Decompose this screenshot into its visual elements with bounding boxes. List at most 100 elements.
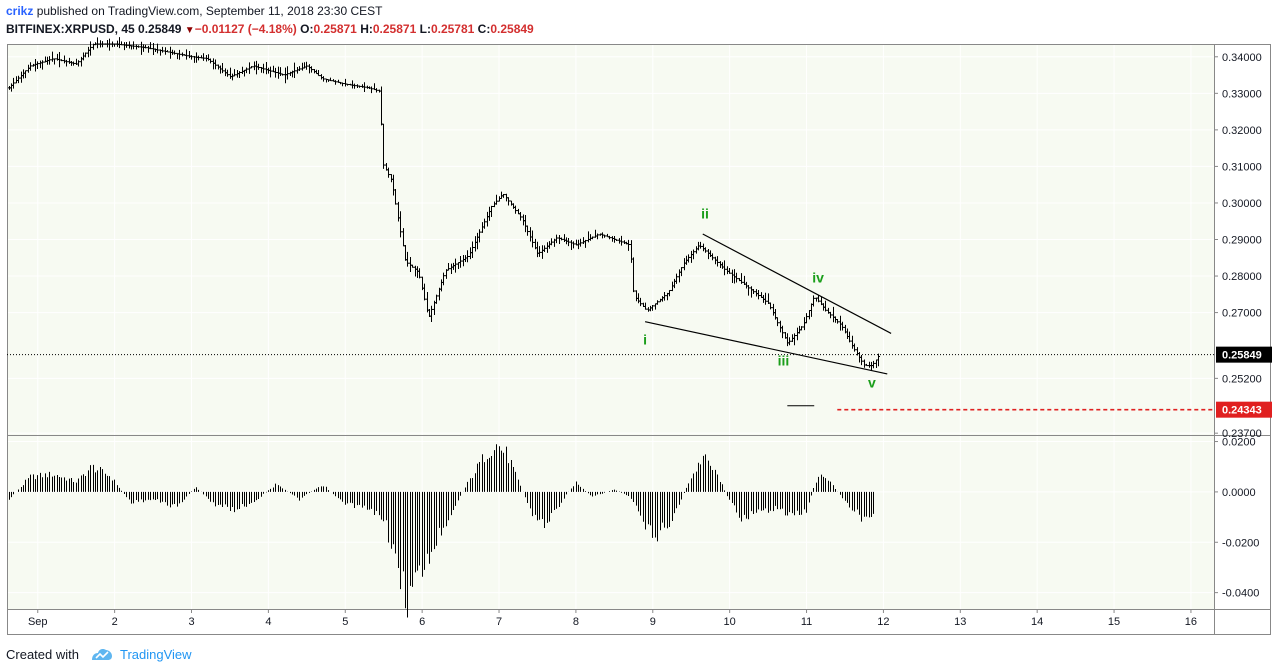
time-axis-label: 2	[112, 616, 118, 628]
ohlc-bar	[101, 41, 104, 48]
ohlc-bar	[108, 38, 111, 51]
ohlc-bar	[747, 285, 750, 296]
ohlc-bar	[29, 62, 32, 71]
ohlc-bar	[735, 272, 738, 283]
ohlc-bar	[853, 343, 856, 352]
ohlc-bar	[399, 211, 402, 238]
ohlc-bar	[293, 62, 296, 78]
ohlc-bar	[639, 297, 642, 307]
price-axis-label: 0.31000	[1222, 161, 1262, 173]
ohlc-bar	[454, 258, 457, 273]
ohlc-bar	[478, 229, 481, 243]
ohlc-bar	[776, 317, 779, 327]
price-axis-label: 0.33000	[1222, 88, 1262, 100]
ohlc-bar	[406, 251, 409, 267]
close-label: C:	[477, 22, 491, 36]
ohlc-bar	[257, 63, 260, 70]
published-info: published on TradingView.com, September …	[36, 4, 383, 18]
ohlc-bar	[233, 69, 236, 77]
ohlc-bar	[435, 294, 438, 304]
upper-wedge-line	[702, 233, 892, 334]
ohlc-bar	[687, 254, 690, 263]
ohlc-bar	[411, 264, 414, 268]
created-with-label: Created with	[6, 647, 79, 662]
ohlc-bar	[113, 43, 116, 47]
ohlc-bar	[572, 241, 575, 249]
ohlc-bar	[805, 313, 808, 324]
ohlc-bar	[459, 255, 462, 268]
ohlc-bar	[161, 46, 164, 53]
ohlc-bar	[519, 211, 522, 221]
ohlc-bar	[483, 218, 486, 229]
time-axis-label: 11	[801, 616, 812, 628]
ohlc-bar	[466, 250, 469, 263]
ohlc-bar	[471, 241, 474, 258]
price-axis-label: 0.23700	[1222, 428, 1262, 440]
ohlc-bar	[656, 300, 659, 305]
last-price-label: 0.25849	[1222, 350, 1262, 362]
ohlc-bar	[286, 66, 289, 80]
close-value: 0.25849	[490, 22, 534, 36]
price-change: −0.01127 (−4.18%)	[194, 22, 297, 36]
symbol-label: BITFINEX:XRPUSD, 45	[6, 22, 135, 36]
ohlc-bar	[526, 225, 529, 236]
ohlc-series	[8, 37, 880, 371]
time-axis-label: 3	[188, 616, 194, 628]
ohlc-bar	[281, 73, 284, 76]
price-axis-label: 0.29000	[1222, 235, 1262, 247]
ohlc-bar	[711, 253, 714, 261]
ohlc-bar	[531, 230, 534, 248]
ohlc-bar	[555, 234, 558, 244]
ohlc-bar	[72, 61, 75, 66]
ohlc-bar	[812, 295, 815, 307]
osc-axis-label: 0.0000	[1222, 487, 1256, 499]
price-axis-label: 0.27000	[1222, 308, 1262, 320]
ohlc-bar	[423, 283, 426, 301]
ohlc-bar	[538, 246, 541, 257]
ohlc-bar	[125, 42, 128, 48]
ohlc-bar	[752, 289, 755, 295]
ohlc-bar	[84, 52, 87, 58]
ohlc-bar	[274, 67, 277, 78]
ohlc-bar	[363, 82, 366, 92]
ohlc-bar	[865, 363, 868, 367]
ohlc-bar	[502, 193, 505, 198]
ohlc-bar	[608, 235, 611, 240]
tradingview-brand-link[interactable]: TradingView	[120, 647, 192, 662]
last-price-box	[1216, 346, 1272, 363]
ohlc-bar	[800, 326, 803, 331]
ohlc-bar	[567, 237, 570, 247]
ohlc-bar	[262, 63, 265, 74]
ohlc-bar	[699, 241, 702, 249]
footer: Created with TradingView	[6, 647, 192, 664]
ohlc-bar	[317, 69, 320, 77]
ohlc-bar	[166, 50, 169, 53]
time-axis-label: 8	[573, 616, 579, 628]
tradingview-logo-icon[interactable]	[91, 647, 113, 664]
ohlc-bar	[353, 83, 356, 89]
ohlc-bar	[704, 247, 707, 253]
time-axis-label: 14	[1031, 616, 1043, 628]
open-value: 0.25871	[313, 22, 357, 36]
price-axis-label: 0.25200	[1222, 373, 1262, 385]
ohlc-bar	[430, 305, 433, 322]
ohlc-bar	[793, 333, 796, 346]
ohlc-bar	[579, 238, 582, 247]
ohlc-bar	[238, 71, 241, 79]
symbol-line: BITFINEX:XRPUSD, 45 0.25849 ▼−0.01127 (−…	[6, 22, 534, 36]
author-name[interactable]: crikz	[6, 4, 34, 18]
high-label: H:	[360, 22, 373, 36]
ohlc-bar	[495, 194, 498, 205]
ohlc-bar	[394, 188, 397, 205]
ohlc-bar	[872, 360, 875, 369]
ohlc-bar	[24, 70, 27, 79]
ohlc-bar	[269, 66, 272, 78]
ohlc-bar	[156, 43, 159, 54]
ohlc-bar	[358, 85, 361, 88]
oscillator-pane	[7, 436, 1214, 609]
time-axis-label: 9	[650, 616, 656, 628]
ohlc-bar	[12, 77, 15, 89]
ohlc-bar	[132, 41, 135, 50]
low-value: 0.25781	[430, 22, 475, 36]
